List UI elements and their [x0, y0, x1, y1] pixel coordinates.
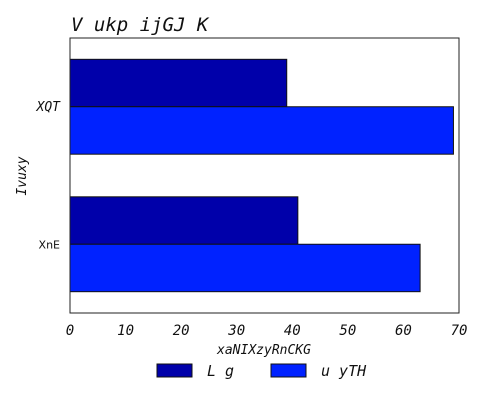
plot-frame: [69, 37, 460, 314]
bar-l-g-xqt: [69, 58, 288, 108]
x-tick-label: 10: [117, 323, 134, 339]
legend: L g u yTH: [156, 362, 367, 380]
x-tick-labels: 0 10 20 30 40 50 60 70: [66, 323, 468, 339]
legend-swatch: [156, 363, 193, 378]
x-tick-label: 50: [339, 323, 356, 339]
x-tick-label: 70: [451, 323, 468, 339]
y-tick-label: XnE: [39, 238, 61, 251]
y-axis-label: Ivuxy: [15, 156, 30, 195]
legend-label: L g: [207, 362, 234, 380]
x-tick-label: 60: [395, 323, 412, 339]
y-tick-labels: XQT XnE: [36, 100, 62, 252]
x-tick-label: 0: [66, 323, 74, 339]
bars-group: [69, 58, 454, 293]
legend-label: u yTH: [321, 362, 367, 380]
y-tick-label: XQT: [36, 100, 62, 115]
bar-u-yth-xqt: [69, 106, 454, 155]
bar-u-yth-xne: [69, 243, 421, 293]
chart-title: V ukp ijGJ K: [71, 14, 210, 36]
x-tick-label: 20: [173, 323, 190, 339]
x-tick-label: 40: [284, 323, 301, 339]
bar-l-g-xne: [69, 196, 299, 245]
x-tick-label: 30: [227, 323, 245, 339]
legend-swatch: [270, 363, 307, 378]
x-axis-label: xaNIXzyRnCKG: [216, 343, 311, 358]
